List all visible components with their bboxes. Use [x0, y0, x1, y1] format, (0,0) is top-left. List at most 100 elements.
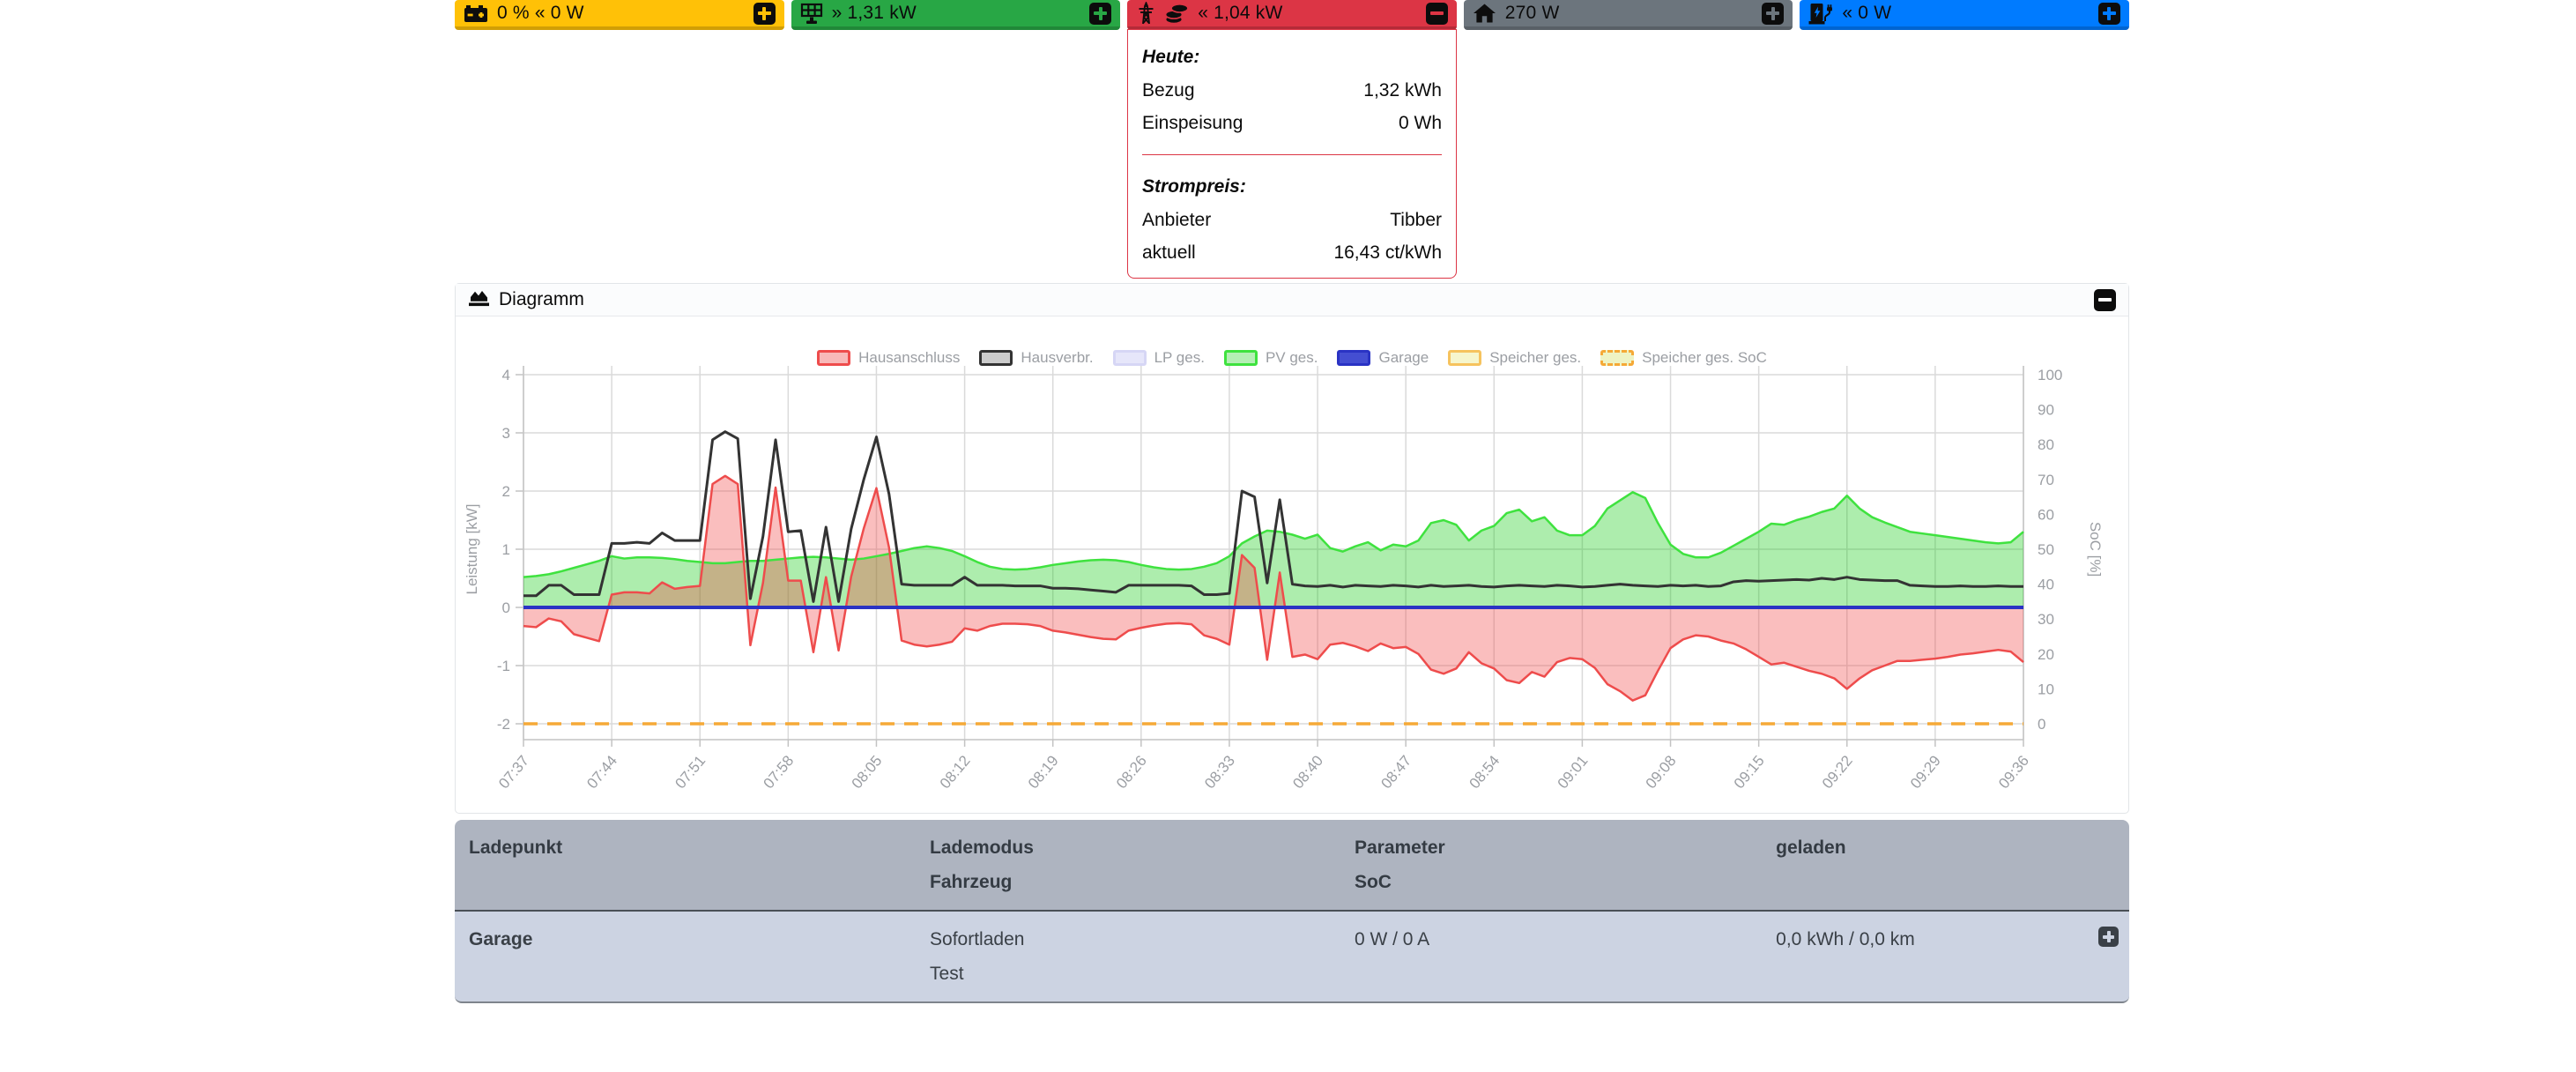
cell-charged: 0,0 kWh / 0,0 km	[1776, 922, 2115, 991]
popup-row-anbieter: Anbieter Tibber	[1142, 204, 1442, 236]
svg-text:80: 80	[2038, 436, 2054, 453]
svg-text:09:29: 09:29	[1907, 752, 1944, 792]
coins-icon	[1165, 3, 1189, 25]
svg-text:20: 20	[2038, 646, 2054, 663]
header-cell-ladepunkt: Ladepunkt	[469, 830, 930, 899]
legend-item-garage[interactable]: Garage	[1337, 349, 1429, 367]
svg-text:10: 10	[2038, 681, 2054, 697]
row-value: Tibber	[1390, 204, 1442, 236]
diagram-card-body: Hausanschluss Hausverbr. LP ges. PV ges. Gar…	[456, 316, 2128, 814]
row-label: Anbieter	[1142, 204, 1211, 236]
row-value: 1,32 kWh	[1363, 74, 1442, 107]
diagram-collapse-button[interactable]	[2094, 289, 2116, 311]
svg-text:08:19: 08:19	[1025, 752, 1062, 792]
svg-text:08:54: 08:54	[1466, 752, 1503, 792]
svg-text:09:08: 09:08	[1643, 752, 1680, 792]
svg-text:09:01: 09:01	[1555, 752, 1592, 792]
legend-swatch	[1600, 350, 1634, 366]
legend-swatch	[979, 350, 1013, 366]
chargepoint-power-text: « 0 W	[1842, 3, 1891, 24]
svg-text:3: 3	[502, 425, 510, 442]
tile-house[interactable]: 270 W	[1464, 0, 1793, 30]
legend-label: Hausverbr.	[1021, 349, 1093, 367]
header-cell-parameter-soc: ParameterSoC	[1355, 830, 1776, 899]
pv-expand-button[interactable]	[1089, 3, 1111, 25]
svg-text:07:51: 07:51	[672, 752, 709, 792]
tile-battery[interactable]: 0 % « 0 W	[455, 0, 784, 30]
popup-row-aktuell: aktuell 16,43 ct/kWh	[1142, 236, 1442, 269]
legend-label: Speicher ges.	[1489, 349, 1581, 367]
svg-text:100: 100	[2038, 367, 2062, 383]
legend-item-pv-ges-[interactable]: PV ges.	[1224, 349, 1318, 367]
battery-expand-button[interactable]	[753, 3, 776, 25]
legend-item-hausverbr-[interactable]: Hausverbr.	[979, 349, 1093, 367]
pv-power-text: » 1,31 kW	[832, 3, 917, 24]
house-power-text: 270 W	[1505, 3, 1560, 24]
svg-text:09:36: 09:36	[1995, 752, 2032, 792]
cell-chargepoint-name: Garage	[469, 922, 930, 991]
legend-label: Speicher ges. SoC	[1642, 349, 1767, 367]
house-expand-button[interactable]	[1762, 3, 1784, 25]
diagram-title: Diagramm	[499, 289, 584, 310]
tile-chargepoint[interactable]: « 0 W	[1800, 0, 2129, 30]
svg-text:08:12: 08:12	[937, 752, 974, 792]
svg-text:40: 40	[2038, 577, 2054, 593]
legend-item-speicher-ges-[interactable]: Speicher ges.	[1448, 349, 1581, 367]
svg-text:60: 60	[2038, 506, 2054, 523]
svg-text:07:58: 07:58	[761, 752, 798, 792]
svg-text:SoC [%]: SoC [%]	[2087, 522, 2104, 577]
diagram-card-header: Diagramm	[456, 284, 2128, 316]
grid-power-text: « 1,04 kW	[1198, 3, 1282, 24]
tile-pv[interactable]: » 1,31 kW	[791, 0, 1121, 30]
svg-text:08:26: 08:26	[1113, 752, 1150, 792]
legend-label: Garage	[1378, 349, 1429, 367]
car-battery-icon	[464, 3, 488, 24]
solar-panel-icon	[800, 3, 823, 25]
svg-text:90: 90	[2038, 402, 2054, 419]
svg-text:07:44: 07:44	[583, 752, 620, 792]
home-icon	[1473, 3, 1496, 24]
svg-text:-1: -1	[497, 658, 510, 674]
charging-station-icon	[1808, 3, 1833, 25]
grid-collapse-button[interactable]	[1426, 3, 1448, 25]
legend-item-hausanschluss[interactable]: Hausanschluss	[817, 349, 960, 367]
svg-text:08:47: 08:47	[1377, 752, 1414, 792]
popup-row-bezug: Bezug 1,32 kWh	[1142, 74, 1442, 107]
row-label: Bezug	[1142, 74, 1195, 107]
tile-grid[interactable]: « 1,04 kW	[1127, 0, 1457, 30]
legend-label: Hausanschluss	[858, 349, 960, 367]
svg-text:2: 2	[502, 483, 510, 500]
svg-text:70: 70	[2038, 472, 2054, 488]
table-header: Ladepunkt LademodusFahrzeug ParameterSoC…	[455, 820, 2129, 912]
svg-text:30: 30	[2038, 611, 2054, 628]
row-value: 16,43 ct/kWh	[1333, 236, 1442, 269]
popup-row-einspeisung: Einspeisung 0 Wh	[1142, 107, 1442, 139]
svg-text:-2: -2	[497, 716, 510, 733]
legend-item-speicher-ges-soc[interactable]: Speicher ges. SoC	[1600, 349, 1767, 367]
row-expand-button[interactable]	[2098, 927, 2119, 947]
legend-swatch	[1337, 350, 1370, 366]
row-label: Einspeisung	[1142, 107, 1243, 139]
svg-text:09:15: 09:15	[1731, 752, 1768, 792]
chart-legend: Hausanschluss Hausverbr. LP ges. PV ges. Gar…	[456, 349, 2128, 367]
header-cell-lademodus-fahrzeug: LademodusFahrzeug	[930, 830, 1355, 899]
header-cell-geladen: geladen	[1776, 830, 2115, 899]
cell-mode-vehicle: SofortladenTest	[930, 922, 1355, 991]
chargepoint-table: Ladepunkt LademodusFahrzeug ParameterSoC…	[455, 820, 2129, 1003]
legend-label: LP ges.	[1154, 349, 1205, 367]
row-label: aktuell	[1142, 236, 1196, 269]
openwb-dashboard: 0 % « 0 W » 1,31 kW « 1,04 kW 270 W	[0, 0, 2576, 1072]
legend-item-lp-ges-[interactable]: LP ges.	[1113, 349, 1205, 367]
popup-divider	[1142, 154, 1442, 155]
svg-text:Leistung [kW]: Leistung [kW]	[464, 504, 480, 595]
svg-text:09:22: 09:22	[1819, 752, 1856, 792]
popup-section-today: Heute:	[1142, 42, 1442, 72]
chargepoint-expand-button[interactable]	[2098, 3, 2120, 25]
chart-area-icon	[468, 287, 490, 313]
table-row: Garage SofortladenTest 0 W / 0 A 0,0 kWh…	[455, 912, 2129, 1003]
svg-text:0: 0	[502, 599, 510, 616]
svg-text:0: 0	[2038, 716, 2045, 733]
status-tile-bar: 0 % « 0 W » 1,31 kW « 1,04 kW 270 W	[455, 0, 2129, 30]
svg-text:08:40: 08:40	[1289, 752, 1326, 792]
svg-text:50: 50	[2038, 541, 2054, 558]
